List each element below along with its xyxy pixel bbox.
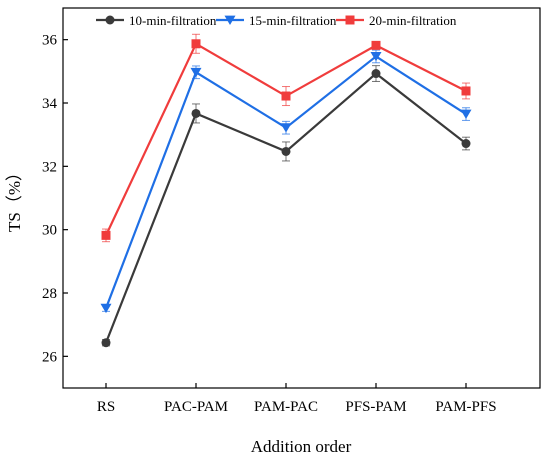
- data-point: [191, 39, 201, 49]
- data-point: [100, 303, 112, 314]
- y-axis: 26 28 30 32 34 36: [42, 33, 68, 365]
- y-axis-title: TS（%）: [5, 164, 24, 232]
- data-point: [191, 108, 201, 118]
- legend-label: 10-min-filtration: [129, 13, 217, 28]
- x-tick-label: PAM-PFS: [435, 399, 496, 415]
- y-tick-label: 28: [42, 286, 57, 302]
- data-point: [280, 123, 292, 133]
- data-point: [101, 230, 111, 240]
- data-point: [460, 109, 472, 120]
- series: [101, 33, 471, 243]
- y-tick-label: 32: [42, 159, 57, 175]
- x-tick-label: PAC-PAM: [164, 399, 228, 415]
- data-point: [224, 15, 236, 25]
- legend-label: 20-min-filtration: [369, 13, 457, 28]
- data-point: [461, 139, 471, 149]
- legend-label: 15-min-filtration: [249, 13, 337, 28]
- plot-frame: [62, 7, 541, 389]
- data-point: [281, 91, 291, 101]
- y-tick-label: 36: [42, 33, 58, 49]
- data-point: [370, 52, 382, 62]
- x-tick-label: RS: [97, 399, 115, 415]
- series: [101, 65, 471, 348]
- legend: 10-min-filtration 15-min-filtration 20-min…: [96, 13, 457, 28]
- data-point: [371, 40, 381, 50]
- x-tick-label: PFS-PAM: [345, 399, 406, 415]
- series-layer: [100, 33, 472, 348]
- legend-item: 20-min-filtration: [336, 13, 457, 28]
- x-tick-label: PAM-PAC: [254, 399, 318, 415]
- legend-item: 15-min-filtration: [216, 13, 337, 28]
- data-point: [281, 146, 291, 156]
- y-tick-label: 30: [42, 223, 57, 239]
- series-line: [104, 72, 467, 344]
- data-point: [101, 338, 111, 348]
- data-point: [371, 69, 381, 79]
- y-tick-label: 34: [42, 96, 58, 112]
- x-axis: RS PAC-PAM PAM-PAC PFS-PAM PAM-PFS: [97, 383, 497, 415]
- x-axis-title: Addition order: [251, 437, 352, 456]
- data-point: [345, 15, 355, 25]
- series: [100, 49, 472, 314]
- data-point: [105, 15, 115, 25]
- legend-item: 10-min-filtration: [96, 13, 217, 28]
- data-point: [461, 86, 471, 96]
- y-tick-label: 26: [42, 349, 58, 365]
- data-point: [190, 67, 202, 78]
